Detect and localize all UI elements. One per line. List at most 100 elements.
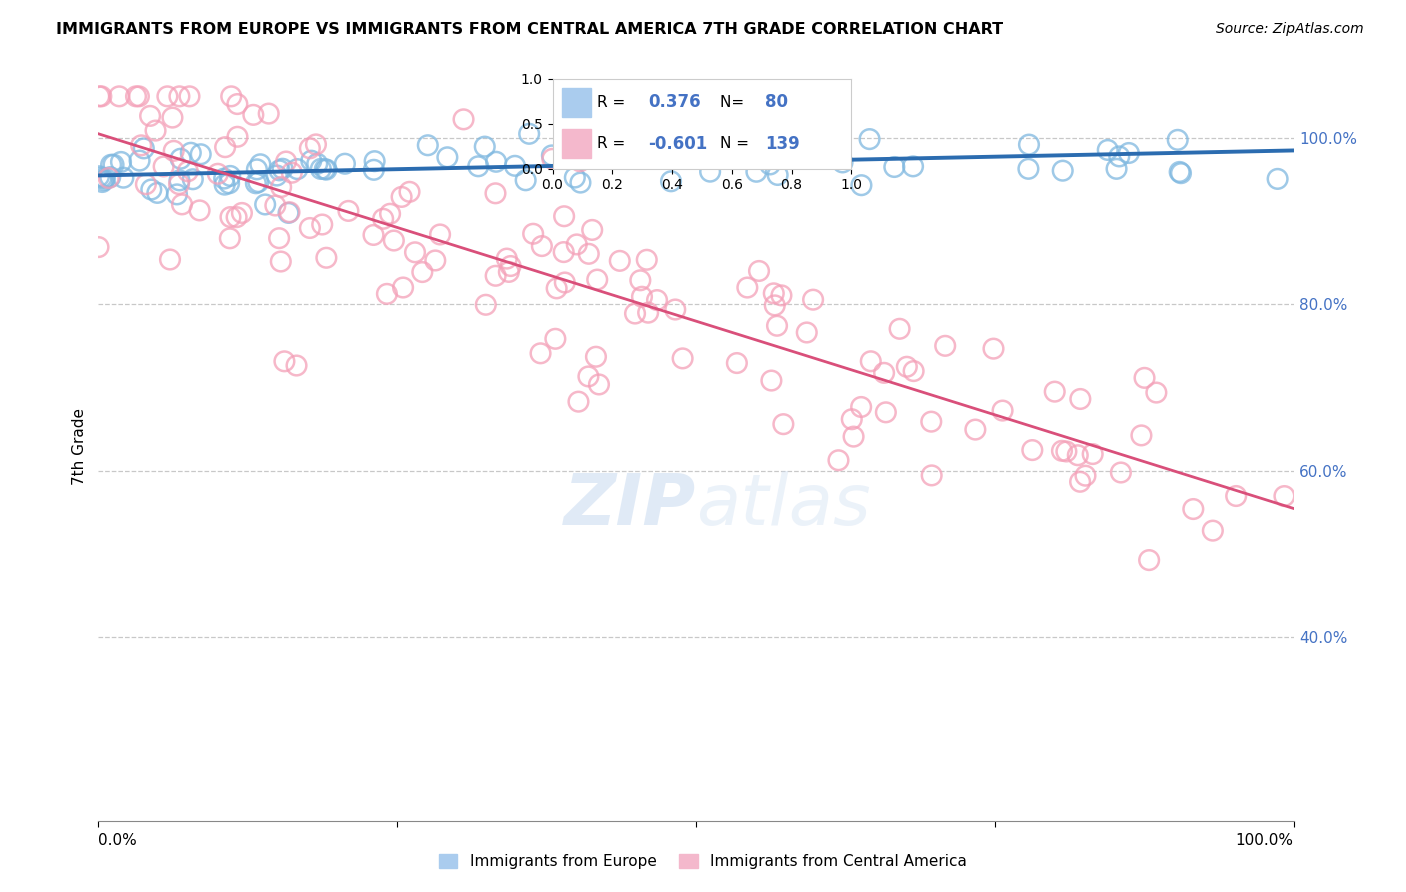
Point xyxy=(529,346,551,360)
Point xyxy=(766,168,789,182)
Point xyxy=(588,377,610,392)
Point xyxy=(1105,161,1128,176)
Point xyxy=(218,177,240,191)
Point xyxy=(1108,149,1130,163)
Point xyxy=(146,186,169,200)
Point xyxy=(177,164,200,178)
Point xyxy=(305,137,328,152)
Point xyxy=(585,350,607,364)
Point xyxy=(475,298,498,312)
Point xyxy=(484,186,506,201)
Point xyxy=(179,89,201,103)
Point xyxy=(645,293,668,307)
Text: 100.0%: 100.0% xyxy=(1236,833,1294,848)
Point xyxy=(849,400,872,414)
Point xyxy=(91,175,114,189)
Point xyxy=(965,423,987,437)
Point xyxy=(277,206,299,220)
Point xyxy=(214,178,236,192)
Text: IMMIGRANTS FROM EUROPE VS IMMIGRANTS FROM CENTRAL AMERICA 7TH GRADE CORRELATION : IMMIGRANTS FROM EUROPE VS IMMIGRANTS FRO… xyxy=(56,22,1004,37)
Point xyxy=(132,141,155,155)
Point xyxy=(811,152,834,166)
Point xyxy=(311,218,333,232)
Point xyxy=(141,182,163,196)
Point xyxy=(766,318,789,333)
Point xyxy=(98,170,121,185)
Point xyxy=(467,159,489,173)
Point xyxy=(522,227,544,241)
Point xyxy=(90,89,112,103)
Point xyxy=(934,339,956,353)
Point xyxy=(1021,443,1043,458)
Point xyxy=(110,155,132,169)
Point xyxy=(169,152,191,166)
Point xyxy=(1137,553,1160,567)
Point xyxy=(416,138,439,153)
Point xyxy=(801,293,824,307)
Point xyxy=(761,374,783,388)
Point xyxy=(249,157,271,171)
Point xyxy=(842,429,865,443)
Point xyxy=(770,288,793,302)
Point xyxy=(903,364,925,378)
Point xyxy=(546,281,568,295)
Point xyxy=(314,162,336,177)
Point xyxy=(188,203,211,218)
Point xyxy=(1267,172,1289,186)
Point xyxy=(569,176,592,190)
Point xyxy=(298,141,321,155)
Point xyxy=(181,172,204,186)
Point xyxy=(896,359,918,374)
Point xyxy=(170,197,193,211)
Point xyxy=(699,164,721,178)
Point xyxy=(498,265,520,279)
Point xyxy=(485,154,508,169)
Point xyxy=(453,112,475,127)
Point xyxy=(1097,143,1119,157)
Point xyxy=(398,185,420,199)
Point xyxy=(392,280,415,294)
Point xyxy=(90,170,112,185)
Point xyxy=(1168,165,1191,179)
Point xyxy=(636,252,658,267)
Point xyxy=(93,173,115,187)
Point xyxy=(991,403,1014,417)
Point xyxy=(517,127,540,141)
Point xyxy=(219,169,242,183)
Point xyxy=(135,178,157,192)
Point xyxy=(333,157,356,171)
Point xyxy=(772,417,794,432)
Point xyxy=(167,177,190,191)
Point xyxy=(254,197,277,211)
Point xyxy=(637,306,659,320)
Y-axis label: 7th Grade: 7th Grade xyxy=(72,408,87,484)
Point xyxy=(499,259,522,273)
Point xyxy=(725,356,748,370)
Text: ZIP: ZIP xyxy=(564,472,696,541)
Point xyxy=(298,221,321,235)
Point xyxy=(163,144,186,158)
Point xyxy=(1050,443,1073,458)
Point xyxy=(790,144,813,158)
Point xyxy=(485,268,508,283)
Point xyxy=(553,245,575,260)
Point xyxy=(218,231,240,245)
Point xyxy=(1018,137,1040,152)
Point xyxy=(87,169,110,184)
Point xyxy=(299,153,322,168)
Point xyxy=(309,161,332,176)
Point xyxy=(226,97,249,112)
Point xyxy=(257,106,280,120)
Point xyxy=(219,89,242,103)
Point xyxy=(762,286,785,301)
Point xyxy=(278,205,301,219)
Point xyxy=(1043,384,1066,399)
Point xyxy=(373,211,395,226)
Point xyxy=(624,306,647,320)
Point xyxy=(759,157,782,171)
Point xyxy=(873,366,896,380)
Point xyxy=(1074,468,1097,483)
Point xyxy=(285,162,308,177)
Point xyxy=(841,412,863,426)
Point xyxy=(474,139,496,153)
